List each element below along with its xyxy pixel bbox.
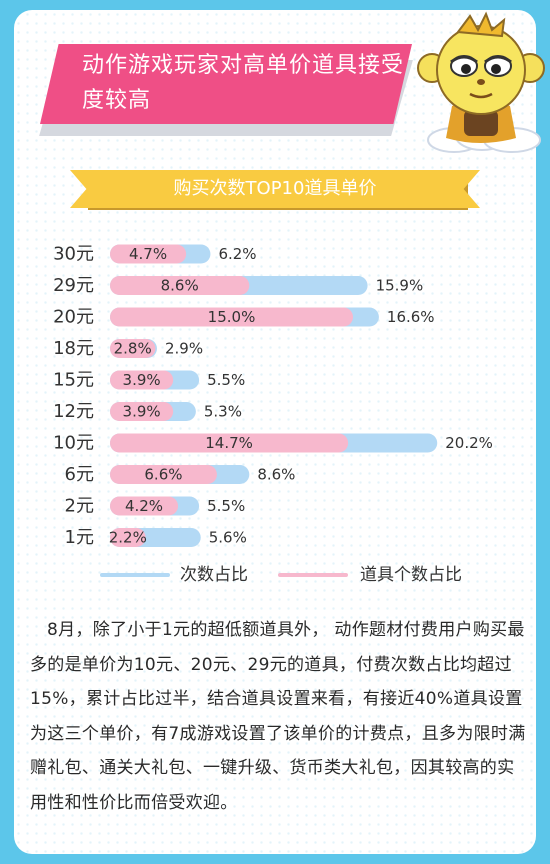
data-label-item-share: 3.9% bbox=[123, 371, 161, 389]
data-label-count-share: 15.9% bbox=[376, 277, 424, 295]
data-label-item-share: 2.2% bbox=[109, 529, 147, 547]
data-label-item-share: 2.8% bbox=[114, 340, 152, 358]
legend-label-item-share: 道具个数占比 bbox=[360, 565, 462, 585]
category-label: 10元 bbox=[53, 433, 94, 454]
monkey-mascot-icon bbox=[417, 11, 545, 153]
data-label-item-share: 4.7% bbox=[129, 245, 167, 263]
category-label: 1元 bbox=[65, 527, 94, 548]
page-title: 动作游戏玩家对高单价道具接受度较高 bbox=[82, 53, 405, 113]
data-label-count-share: 5.5% bbox=[207, 371, 245, 389]
category-label: 6元 bbox=[65, 464, 94, 485]
data-label-count-share: 5.6% bbox=[209, 529, 247, 547]
bar-item-share bbox=[110, 528, 146, 547]
bar-item-share bbox=[110, 244, 187, 264]
category-label: 12元 bbox=[53, 401, 94, 422]
bar-item-share bbox=[110, 402, 174, 421]
bar-item-share bbox=[110, 276, 250, 295]
data-label-count-share: 5.5% bbox=[207, 497, 245, 515]
bar-item-share bbox=[110, 465, 217, 484]
bar-item-share bbox=[110, 339, 156, 358]
category-label: 29元 bbox=[53, 275, 94, 296]
data-label-item-share: 3.9% bbox=[123, 403, 161, 421]
description-text: 8月，除了小于1元的超低额道具外， 动作题材付费用户购买最多的是单价为10元、2… bbox=[30, 620, 526, 813]
chart-title: 购买次数TOP10道具单价 bbox=[173, 178, 377, 199]
data-label-item-share: 15.0% bbox=[208, 308, 256, 326]
bar-item-share bbox=[110, 307, 353, 327]
data-label-count-share: 5.3% bbox=[204, 403, 242, 421]
data-label-count-share: 20.2% bbox=[445, 434, 493, 452]
data-label-count-share: 6.2% bbox=[218, 245, 256, 263]
data-label-item-share: 14.7% bbox=[205, 434, 253, 452]
data-label-count-share: 16.6% bbox=[387, 308, 435, 326]
data-label-item-share: 8.6% bbox=[161, 277, 199, 295]
data-label-item-share: 6.6% bbox=[144, 466, 182, 484]
bar-item-share bbox=[110, 433, 349, 453]
category-label: 15元 bbox=[53, 370, 94, 391]
category-label: 20元 bbox=[53, 307, 94, 328]
bar-item-share bbox=[110, 370, 174, 390]
bar-chart: 30元 4.7% 6.2% 29元 8.6% 15.9% 20元 15.0% 16.6% 18元 2… bbox=[53, 244, 493, 586]
bar-item-share bbox=[110, 496, 179, 516]
legend-label-count-share: 次数占比 bbox=[180, 565, 248, 585]
data-label-count-share: 2.9% bbox=[165, 340, 203, 358]
data-label-count-share: 8.6% bbox=[257, 466, 295, 484]
chart-banner bbox=[70, 170, 480, 208]
data-label-item-share: 4.2% bbox=[125, 497, 163, 515]
category-label: 18元 bbox=[53, 338, 94, 359]
category-label: 30元 bbox=[53, 244, 94, 265]
title-ribbon bbox=[40, 44, 412, 124]
category-label: 2元 bbox=[65, 496, 94, 517]
